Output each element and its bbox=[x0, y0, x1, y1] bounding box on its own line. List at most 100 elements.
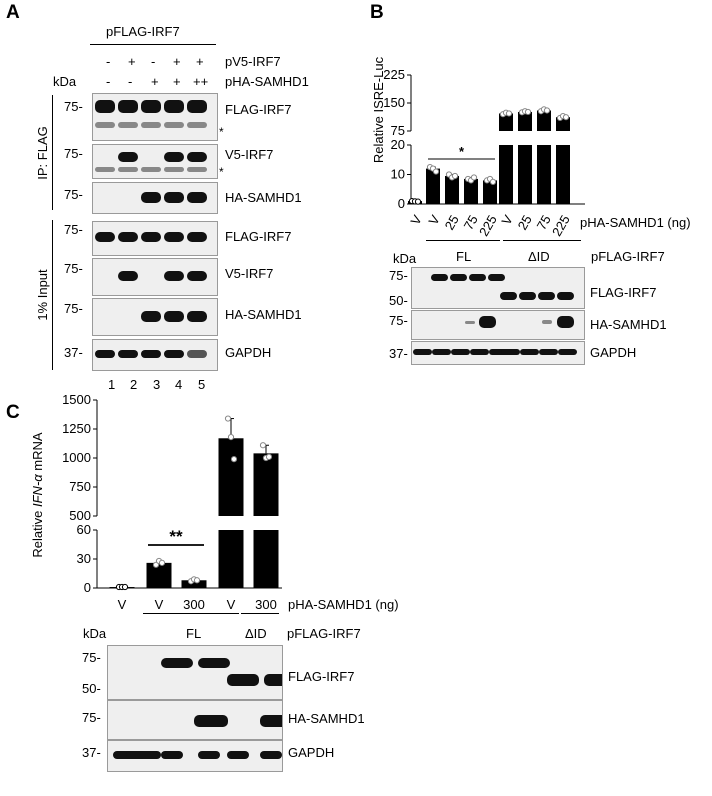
panel-b-blot-ha bbox=[411, 310, 585, 340]
panel-a-ha-label: pHA-SAMHD1 bbox=[225, 74, 309, 89]
gapdh-band bbox=[141, 350, 161, 358]
blot-label: FLAG-IRF7 bbox=[288, 669, 355, 684]
x-tick-label: 75 bbox=[461, 212, 481, 232]
data-point bbox=[227, 434, 235, 441]
nonspecific-band bbox=[118, 122, 138, 128]
bar-lower bbox=[499, 145, 513, 204]
gapdh-band bbox=[413, 349, 432, 355]
panel-a-blot-input-gapdh bbox=[92, 339, 218, 371]
panel-a-blot-input-ha bbox=[92, 298, 218, 336]
gapdh-band bbox=[126, 751, 148, 759]
gapdh-band bbox=[539, 349, 558, 355]
gapdh-band bbox=[470, 349, 489, 355]
ha-band bbox=[260, 715, 282, 727]
bar-lower bbox=[556, 145, 570, 204]
nonspecific-band bbox=[141, 122, 161, 128]
panel-b-letter: B bbox=[370, 2, 384, 23]
panel-c-blot-gapdh bbox=[107, 740, 283, 772]
data-point bbox=[224, 415, 232, 422]
y-tick-label: 500 bbox=[69, 508, 91, 523]
bar bbox=[146, 562, 172, 588]
ha-band bbox=[465, 321, 475, 324]
panel-a-asterisk-2: * bbox=[219, 165, 224, 179]
ha-band bbox=[557, 316, 574, 328]
panel-a-input-label: 1% Input bbox=[35, 269, 50, 321]
significance-mark: ** bbox=[169, 527, 183, 546]
nonspecific-band bbox=[164, 167, 184, 172]
data-point bbox=[562, 114, 570, 121]
gapdh-band bbox=[451, 349, 470, 355]
ha-sign-2: - bbox=[128, 74, 133, 89]
panel-b-blot-flag bbox=[411, 267, 585, 309]
flag-band bbox=[161, 658, 193, 668]
x-tick-label: V bbox=[407, 212, 424, 227]
data-point bbox=[414, 198, 422, 205]
panel-c-letter: C bbox=[6, 402, 20, 423]
panel-a-header-line bbox=[90, 44, 216, 45]
ha-band bbox=[164, 311, 184, 322]
gapdh-band bbox=[187, 350, 207, 358]
x-tick-label: 300 bbox=[255, 597, 277, 612]
panel-a-blot-ip-v5 bbox=[92, 144, 218, 179]
nonspecific-band bbox=[95, 122, 115, 128]
bar bbox=[445, 175, 459, 204]
flag-band bbox=[488, 274, 505, 281]
data-point bbox=[505, 110, 513, 117]
panel-b-kda: kDa bbox=[393, 251, 417, 266]
panel-c-plasmid: pFLAG-IRF7 bbox=[287, 626, 361, 641]
nonspecific-band bbox=[187, 122, 207, 128]
y-tick-label: 30 bbox=[77, 551, 91, 566]
bar-upper bbox=[253, 453, 279, 516]
bar-lower bbox=[518, 145, 532, 204]
lane-number-3: 3 bbox=[153, 377, 161, 392]
y-tick-label: 20 bbox=[391, 137, 405, 152]
panel-a-asterisk-1: * bbox=[219, 125, 224, 139]
flag-band bbox=[141, 232, 161, 242]
x-tick-label: 225 bbox=[549, 212, 573, 238]
lane-number-2: 2 bbox=[130, 377, 138, 392]
flag-band bbox=[538, 292, 555, 300]
panel-a-blot-ip-flag bbox=[92, 93, 218, 141]
blot-label: FLAG-IRF7 bbox=[590, 285, 657, 300]
flag-band bbox=[118, 100, 138, 113]
data-point bbox=[193, 577, 201, 584]
gapdh-band bbox=[161, 751, 183, 759]
flag-band bbox=[95, 232, 115, 242]
panel-b-fl-line bbox=[426, 240, 500, 241]
nonspecific-band bbox=[187, 167, 207, 172]
gapdh-band bbox=[118, 350, 138, 358]
blot-label: GAPDH bbox=[288, 745, 335, 760]
x-tick-label: V bbox=[227, 597, 236, 612]
ha-sign-3: + bbox=[151, 74, 159, 89]
gapdh-band bbox=[139, 751, 161, 759]
v5-band bbox=[187, 271, 207, 281]
gapdh-band bbox=[113, 751, 135, 759]
ha-band bbox=[194, 715, 228, 727]
v5-band bbox=[118, 271, 138, 281]
x-axis-label: pHA-SAMHD1 (ng) bbox=[288, 597, 399, 612]
marker-label: 37- bbox=[82, 745, 101, 760]
panel-b-did-line bbox=[503, 240, 581, 241]
bar bbox=[483, 180, 497, 204]
ha-band bbox=[141, 311, 161, 322]
panel-a-header: pFLAG-IRF7 bbox=[106, 24, 180, 39]
panel-a-blot-input-v5 bbox=[92, 258, 218, 296]
ha-band bbox=[187, 192, 207, 203]
blot-label: GAPDH bbox=[225, 345, 272, 360]
panel-c-kda: kDa bbox=[83, 626, 107, 641]
bar-upper bbox=[518, 111, 532, 131]
v5-sign-4: + bbox=[173, 54, 181, 69]
bar-lower bbox=[218, 530, 244, 588]
marker-label: 75- bbox=[389, 268, 408, 283]
data-point bbox=[470, 174, 478, 181]
blot-label: HA-SAMHD1 bbox=[590, 317, 667, 332]
v5-band bbox=[187, 152, 207, 162]
ha-sign-4: + bbox=[173, 74, 181, 89]
ha-band bbox=[187, 311, 207, 322]
flag-band bbox=[469, 274, 486, 281]
marker-label: 50- bbox=[82, 681, 101, 696]
panel-a-input-bracket bbox=[52, 220, 53, 370]
panel-c-blot-flag bbox=[107, 645, 283, 700]
